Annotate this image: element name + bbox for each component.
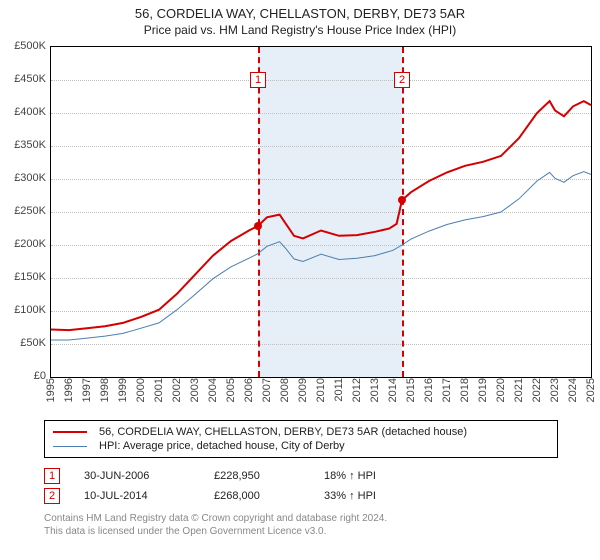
x-tick-label: 1998: [99, 378, 111, 402]
y-tick-label: £400K: [2, 106, 46, 118]
sales-table: 1 30-JUN-2006 £228,950 18% ↑ HPI 2 10-JU…: [44, 466, 444, 506]
legend-item: 56, CORDELIA WAY, CHELLASTON, DERBY, DE7…: [53, 425, 549, 439]
sale-marker-badge: 2: [44, 488, 60, 504]
legend-swatch: [53, 446, 87, 447]
legend-label: 56, CORDELIA WAY, CHELLASTON, DERBY, DE7…: [99, 426, 467, 438]
y-tick-label: £50K: [2, 337, 46, 349]
x-tick-label: 2015: [405, 378, 417, 402]
x-tick-label: 2007: [261, 378, 273, 402]
series-line: [51, 101, 591, 330]
x-tick-label: 2024: [567, 378, 579, 402]
y-tick-label: £150K: [2, 271, 46, 283]
legend: 56, CORDELIA WAY, CHELLASTON, DERBY, DE7…: [44, 420, 558, 458]
plot-region: 12: [50, 46, 592, 378]
x-tick-label: 2022: [531, 378, 543, 402]
x-tick-label: 2006: [243, 378, 255, 402]
y-tick-label: £200K: [2, 238, 46, 250]
chart-subtitle: Price paid vs. HM Land Registry's House …: [0, 21, 600, 41]
chart-title: 56, CORDELIA WAY, CHELLASTON, DERBY, DE7…: [0, 0, 600, 21]
legend-swatch: [53, 431, 87, 433]
x-tick-label: 2014: [387, 378, 399, 402]
series-layer: [51, 47, 591, 377]
chart-area: 12: [50, 46, 590, 392]
legend-item: HPI: Average price, detached house, City…: [53, 439, 549, 453]
chart-container: 56, CORDELIA WAY, CHELLASTON, DERBY, DE7…: [0, 0, 600, 560]
y-tick-label: £450K: [2, 73, 46, 85]
y-tick-label: £300K: [2, 172, 46, 184]
series-line: [51, 172, 591, 340]
sale-price: £228,950: [214, 470, 324, 482]
x-tick-label: 2021: [513, 378, 525, 402]
sale-price: £268,000: [214, 490, 324, 502]
y-tick-label: £500K: [2, 40, 46, 52]
x-tick-label: 2001: [153, 378, 165, 402]
x-tick-label: 2023: [549, 378, 561, 402]
y-tick-label: £250K: [2, 205, 46, 217]
x-tick-label: 2011: [333, 378, 345, 402]
x-tick-label: 2009: [297, 378, 309, 402]
x-tick-label: 1995: [45, 378, 57, 402]
y-tick-label: £350K: [2, 139, 46, 151]
x-tick-label: 2019: [477, 378, 489, 402]
x-tick-label: 2016: [423, 378, 435, 402]
credits-line: Contains HM Land Registry data © Crown c…: [44, 512, 387, 525]
sale-hpi-delta: 33% ↑ HPI: [324, 490, 444, 502]
x-tick-label: 2013: [369, 378, 381, 402]
sale-row: 2 10-JUL-2014 £268,000 33% ↑ HPI: [44, 486, 444, 506]
x-tick-label: 2020: [495, 378, 507, 402]
y-tick-label: £100K: [2, 304, 46, 316]
x-tick-label: 2017: [441, 378, 453, 402]
x-tick-label: 2003: [189, 378, 201, 402]
legend-label: HPI: Average price, detached house, City…: [99, 440, 345, 452]
sale-marker-badge: 1: [44, 468, 60, 484]
x-tick-label: 2004: [207, 378, 219, 402]
credits-line: This data is licensed under the Open Gov…: [44, 525, 387, 538]
sale-date: 10-JUL-2014: [84, 490, 214, 502]
x-tick-label: 2008: [279, 378, 291, 402]
x-tick-label: 1996: [63, 378, 75, 402]
x-tick-label: 2018: [459, 378, 471, 402]
x-tick-label: 2010: [315, 378, 327, 402]
x-tick-label: 2000: [135, 378, 147, 402]
sale-date: 30-JUN-2006: [84, 470, 214, 482]
credits: Contains HM Land Registry data © Crown c…: [44, 512, 387, 538]
sale-row: 1 30-JUN-2006 £228,950 18% ↑ HPI: [44, 466, 444, 486]
x-tick-label: 1999: [117, 378, 129, 402]
x-tick-label: 2025: [585, 378, 597, 402]
sale-hpi-delta: 18% ↑ HPI: [324, 470, 444, 482]
x-tick-label: 2012: [351, 378, 363, 402]
y-tick-label: £0: [2, 370, 46, 382]
x-tick-label: 2002: [171, 378, 183, 402]
x-tick-label: 1997: [81, 378, 93, 402]
x-tick-label: 2005: [225, 378, 237, 402]
